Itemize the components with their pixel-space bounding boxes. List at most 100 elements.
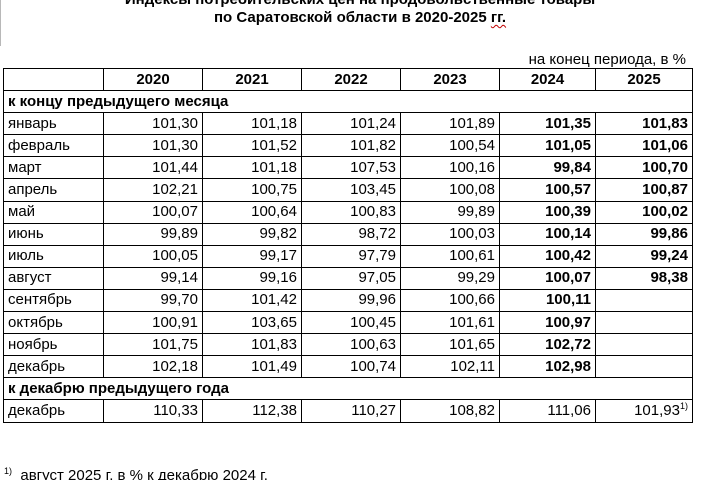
section-annual: к декабрю предыдущего года: [3, 377, 693, 401]
row-label: ноябрь: [3, 333, 104, 357]
value-cell: 99,96: [301, 288, 401, 313]
value-cell: 99,14: [103, 266, 203, 290]
value-cell: 99,86: [595, 222, 693, 246]
table-row: декабрь 110,33 112,38 110,27 108,82 111,06 101…: [3, 399, 693, 423]
header-blank: [3, 67, 104, 92]
value-cell: 101,30: [103, 112, 203, 136]
footnote-text-b: в % к декабрю 2024: [113, 467, 261, 480]
row-label: июнь: [3, 222, 104, 246]
header-year: 2024: [499, 67, 596, 92]
cpi-table: 2020 2021 2022 2023 2024 2025 к концу предыду…: [3, 67, 693, 423]
value-cell: 100,70: [595, 156, 693, 180]
value-cell: 100,05: [103, 244, 203, 268]
header-row: 2020 2021 2022 2023 2024 2025: [3, 67, 693, 92]
value-cell: 98,72: [301, 222, 401, 246]
value-cell: 101,18: [202, 112, 302, 136]
value-cell: 101,05: [499, 134, 596, 158]
row-label: июль: [3, 244, 104, 268]
value-cell: 100,42: [499, 244, 596, 268]
value-cell: 101,89: [400, 112, 500, 136]
value-cell: 110,33: [103, 399, 203, 423]
value-cell: 100,83: [301, 200, 401, 224]
value-cell: 101,61: [400, 311, 500, 335]
title-line-1: Индексы потребительских цен на продоволь…: [0, 0, 720, 9]
value-cell: 101,49: [202, 355, 302, 379]
value-cell: 100,16: [400, 156, 500, 180]
header-year: 2025: [595, 67, 693, 92]
header-year: 2020: [103, 67, 203, 92]
value-cell: 100,61: [400, 244, 500, 268]
table-row: август 99,14 99,16 97,05 99,29 100,07 98,38: [3, 266, 693, 290]
table-row: июнь 99,89 99,82 98,72 100,03 100,14 99,86: [3, 222, 693, 246]
value-cell: 98,38: [595, 266, 693, 290]
table-row: март 101,44 101,18 107,53 100,16 99,84 100,70: [3, 156, 693, 180]
value-cell: 102,72: [499, 333, 596, 357]
table-row: май 100,07 100,64 100,83 99,89 100,39 100,02: [3, 200, 693, 224]
value-cell: 110,27: [301, 399, 401, 423]
footnote: 1) август 2025 г. в % к декабрю 2024 г.: [4, 462, 268, 480]
value-cell: 101,83: [595, 112, 693, 136]
section-monthly: к концу предыдущего месяца: [3, 90, 693, 114]
value-cell: 101,24: [301, 112, 401, 136]
value-cell: 97,05: [301, 266, 401, 290]
footnote-text-g1: г.: [105, 467, 114, 480]
value-cell: 101,52: [202, 134, 302, 158]
value-cell: [595, 311, 693, 335]
footnote-text-a: август 2025: [20, 467, 106, 480]
header-year: 2021: [202, 67, 302, 92]
value-cell: 100,57: [499, 178, 596, 202]
value-cell: 100,39: [499, 200, 596, 224]
value-cell: 101,65: [400, 333, 500, 357]
table-row: апрель 102,21 100,75 103,45 100,08 100,57 100,…: [3, 178, 693, 202]
value-cell: 101,44: [103, 156, 203, 180]
value-cell: 108,82: [400, 399, 500, 423]
header-year: 2023: [400, 67, 500, 92]
value-cell: 99,89: [400, 200, 500, 224]
table-row: июль 100,05 99,17 97,79 100,61 100,42 99,24: [3, 244, 693, 268]
value-cell: 100,45: [301, 311, 401, 335]
title-line-2: по Саратовской области в 2020-2025 гг.: [0, 9, 720, 27]
value-cell: 99,84: [499, 156, 596, 180]
header-year: 2022: [301, 67, 401, 92]
title-gg: гг.: [490, 9, 507, 26]
table-row: октябрь 100,91 103,65 100,45 101,61 100,97: [3, 311, 693, 335]
value-cell: 99,89: [103, 222, 203, 246]
value-cell: 102,18: [103, 355, 203, 379]
value-cell: 99,70: [103, 288, 203, 313]
value-cell: 100,63: [301, 333, 401, 357]
table-row: декабрь 102,18 101,49 100,74 102,11 102,98: [3, 355, 693, 379]
cell-footnote-mark: 1): [679, 400, 688, 411]
value-cell: 112,38: [202, 399, 302, 423]
table-body: к концу предыдущего месяца январь 101,30 10…: [3, 90, 693, 423]
row-label: октябрь: [3, 311, 104, 335]
footnote-text-g2: г.: [260, 467, 268, 480]
table-row: январь 101,30 101,18 101,24 101,89 101,35 101,…: [3, 112, 693, 136]
value-cell: 101,06: [595, 134, 693, 158]
value-cell: 101,931): [595, 399, 693, 423]
value-cell: 100,03: [400, 222, 500, 246]
value-cell: [595, 355, 693, 379]
table-row: ноябрь 101,75 101,83 100,63 101,65 102,72: [3, 333, 693, 357]
value-cell: 99,82: [202, 222, 302, 246]
value-cell: 101,42: [202, 288, 302, 313]
value-cell: 101,82: [301, 134, 401, 158]
value-cell: 100,11: [499, 288, 596, 313]
value-cell: 101,75: [103, 333, 203, 357]
value-cell: 101,83: [202, 333, 302, 357]
table-row: сентябрь 99,70 101,42 99,96 100,66 100,11: [3, 288, 693, 313]
value-cell: 100,66: [400, 288, 500, 313]
value-cell: 100,14: [499, 222, 596, 246]
units-note: на конец периода, в %: [528, 51, 686, 68]
page-edge-line: [0, 0, 1, 46]
row-label: апрель: [3, 178, 104, 202]
row-label: январь: [3, 112, 104, 136]
value-cell: 103,45: [301, 178, 401, 202]
section-monthly-label: к концу предыдущего месяца: [3, 90, 693, 114]
value-cell: 103,65: [202, 311, 302, 335]
value-cell: [595, 333, 693, 357]
value-cell: 99,29: [400, 266, 500, 290]
row-label: май: [3, 200, 104, 224]
table-row: февраль 101,30 101,52 101,82 100,54 101,05 101…: [3, 134, 693, 158]
value-cell: 101,30: [103, 134, 203, 158]
value-cell: 101,18: [202, 156, 302, 180]
